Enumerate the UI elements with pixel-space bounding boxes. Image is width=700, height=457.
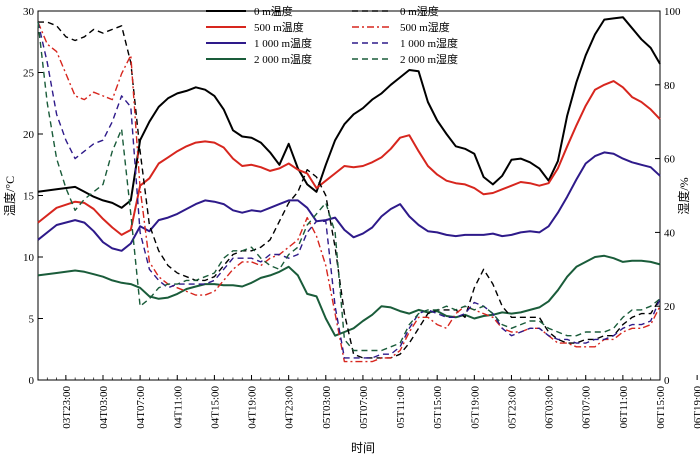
legend-label: 1 000 m温度 <box>254 36 312 50</box>
series-line <box>37 254 661 337</box>
x-axis-title: 时间 <box>351 441 375 455</box>
x-tick-label: 03T23:00 <box>61 386 73 429</box>
legend-label: 500 m湿度 <box>400 20 450 34</box>
x-tick-label: 04T07:00 <box>135 386 147 429</box>
legend-label: 0 m湿度 <box>400 4 439 18</box>
x-tick-label: 06T03:00 <box>544 386 556 429</box>
x-tick-label: 05T23:00 <box>506 386 518 429</box>
legend-label: 2 000 m温度 <box>254 52 312 66</box>
legend-label: 1 000 m湿度 <box>400 36 458 50</box>
legend: 0 m温度 0 m湿度 500 m温度 500 m湿度 1 000 m温度 1 000 m… <box>206 4 458 66</box>
series-line <box>37 22 661 352</box>
series-line <box>37 21 661 363</box>
x-tick-label: 04T11:00 <box>172 386 184 429</box>
x-tick-label: 05T07:00 <box>358 386 370 429</box>
y-left-tick-label: 25 <box>23 68 35 80</box>
y-right-tick-label: 40 <box>664 227 676 239</box>
series-layer <box>37 16 661 363</box>
series-line <box>37 21 661 359</box>
x-tick-label: 05T15:00 <box>432 386 444 429</box>
x-tick-label: 05T03:00 <box>321 386 333 429</box>
x-tick-label: 04T23:00 <box>284 386 296 429</box>
y-left-tick-label: 10 <box>23 252 35 264</box>
y-left-tick-label: 5 <box>29 314 35 326</box>
x-tick-label: 05T11:00 <box>395 386 407 429</box>
x-tick-label: 04T15:00 <box>209 386 221 429</box>
y-axis-right-title: 湿度/% <box>676 177 691 214</box>
y-right-tick-label: 0 <box>664 375 670 387</box>
legend-label: 2 000 m湿度 <box>400 52 458 66</box>
series-line <box>37 80 661 236</box>
x-tick-label: 06T07:00 <box>581 386 593 429</box>
y-right-tick-label: 80 <box>664 80 676 92</box>
axes-layer: 0 5 10 15 20 25 30 0 20 40 60 80 100 03T23:00 04T03:00… <box>23 6 700 429</box>
y-left-tick-label: 20 <box>23 129 35 141</box>
x-tick-label: 04T19:00 <box>247 386 259 429</box>
y-right-tick-label: 20 <box>664 301 676 313</box>
series-line <box>38 21 661 359</box>
series-line <box>37 16 661 209</box>
y-axis-left-title: 温度/°C <box>2 176 17 216</box>
legend-label: 500 m温度 <box>254 20 304 34</box>
y-left-tick-label: 15 <box>23 191 35 203</box>
y-left-tick-label: 0 <box>29 375 35 387</box>
y-right-tick-label: 100 <box>664 6 681 18</box>
x-tick-label: 05T19:00 <box>469 386 481 429</box>
series-line <box>37 151 661 252</box>
x-tick-label: 06T11:00 <box>618 386 630 429</box>
legend-label: 0 m温度 <box>254 4 293 18</box>
x-tick-label: 04T03:00 <box>98 386 110 429</box>
x-tick-label: 06T15:00 <box>655 386 667 429</box>
x-tick-label: 06T19:00 <box>692 386 700 429</box>
y-left-tick-label: 30 <box>23 6 35 18</box>
y-right-tick-label: 60 <box>664 154 676 166</box>
